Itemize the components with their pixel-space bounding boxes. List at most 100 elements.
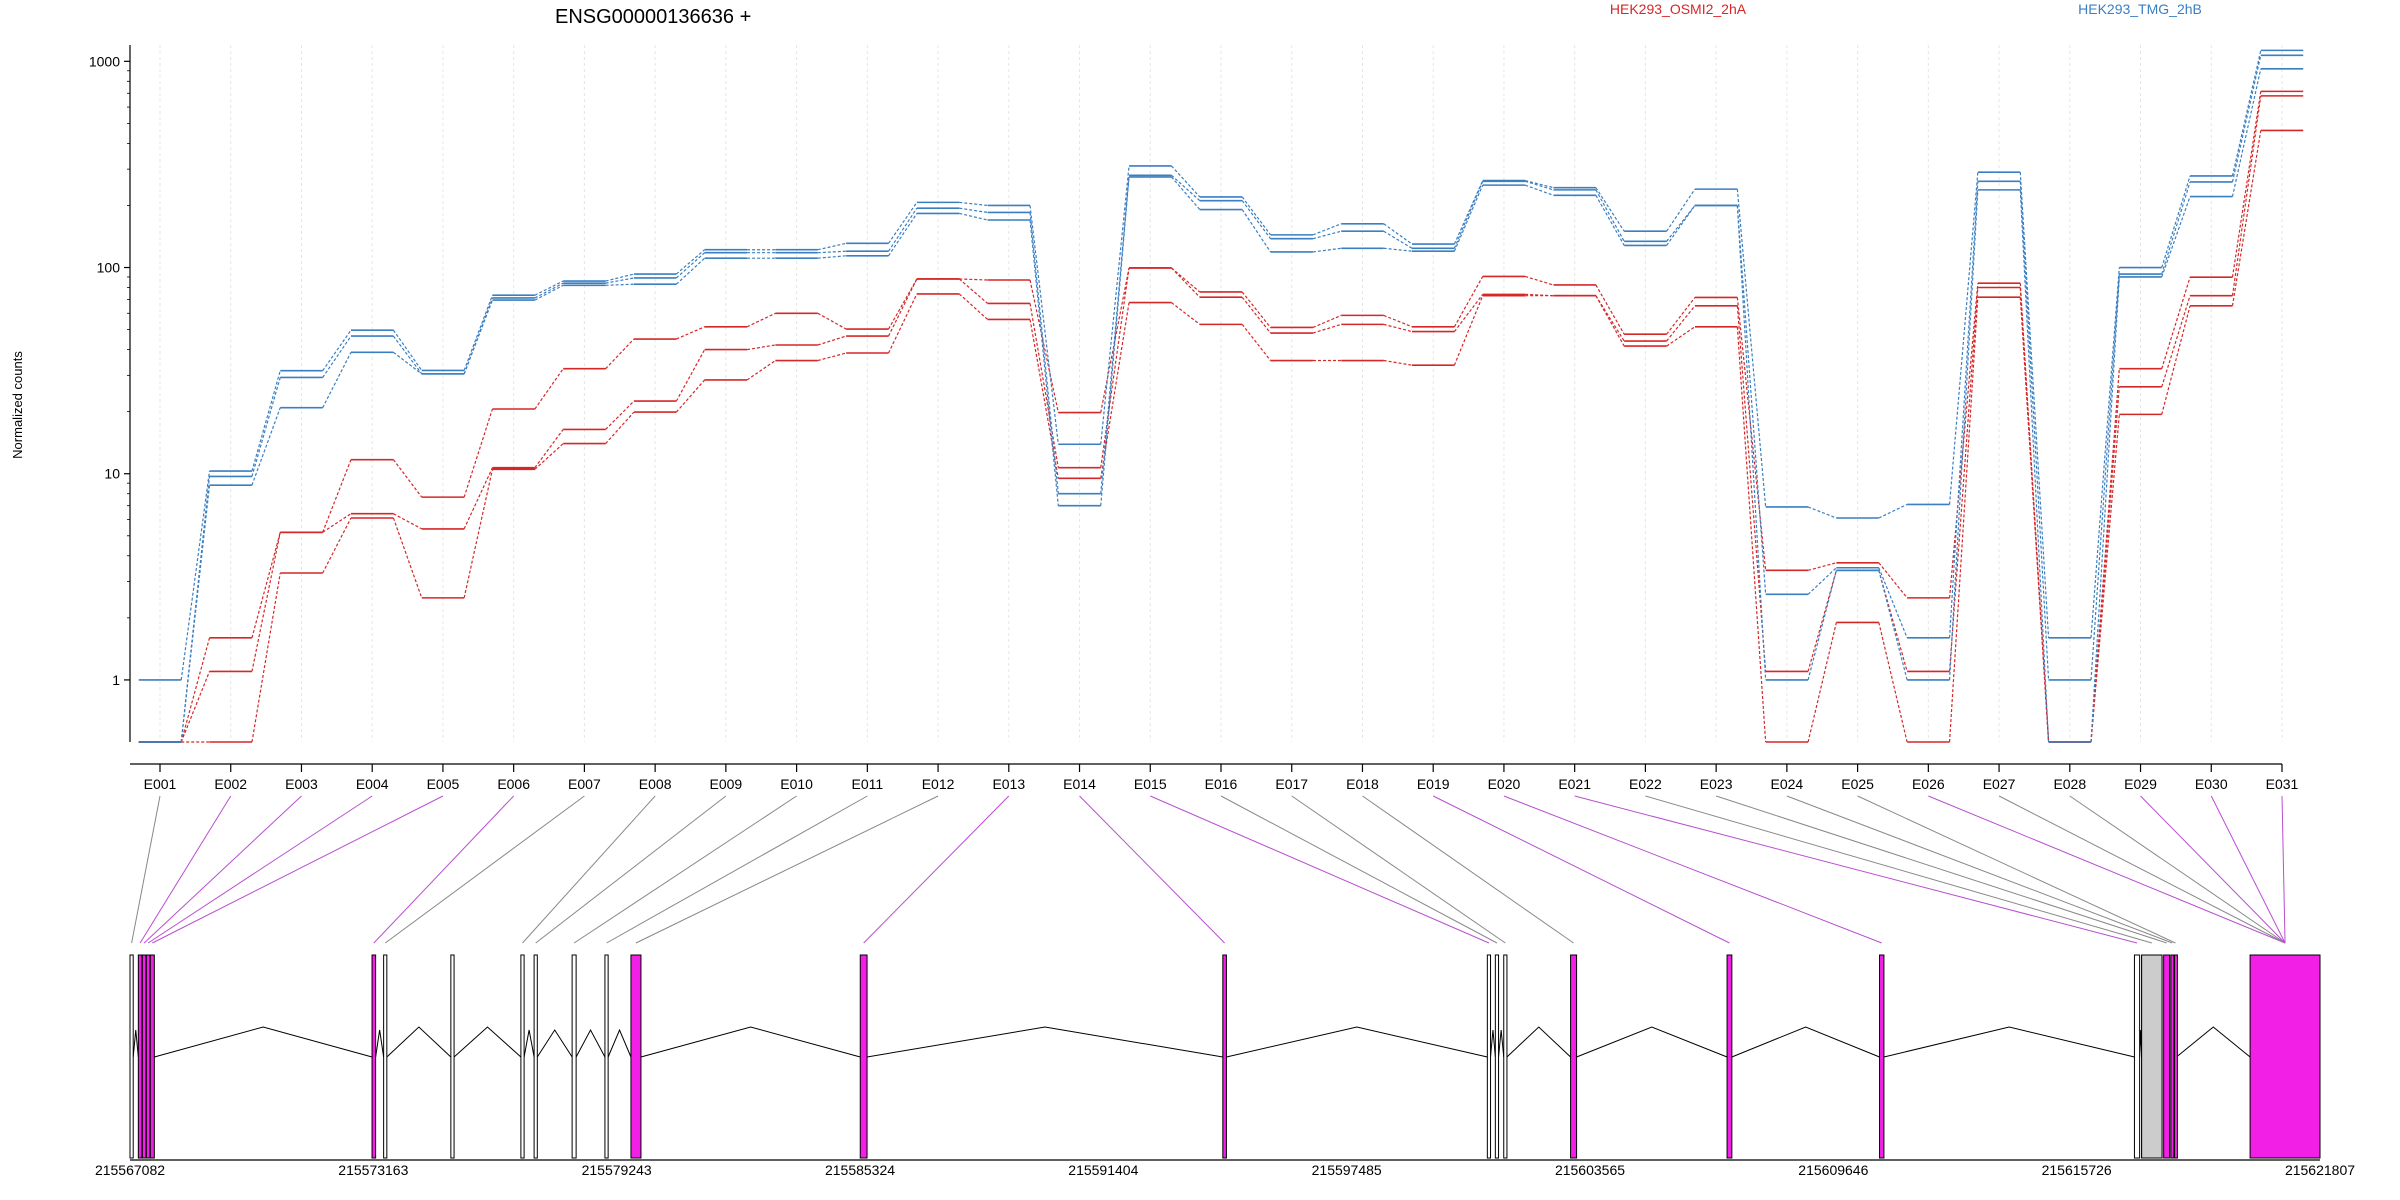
chart-title-group: ENSG00000136636 + <box>555 6 751 28</box>
series-connector <box>2019 172 2050 638</box>
series-connector <box>746 344 776 351</box>
series-connector <box>2231 55 2262 183</box>
series-connector <box>1383 223 1413 245</box>
series-connector <box>1948 189 1979 680</box>
exon-connectors <box>131 795 2286 944</box>
exon-block-18 <box>1503 954 1508 1159</box>
series-connector <box>746 312 776 328</box>
series-connector <box>251 407 281 486</box>
intron-line <box>1731 1026 1880 1058</box>
series-connector <box>1453 294 1484 332</box>
series-6 <box>138 67 2304 743</box>
exon-block-22 <box>2133 954 2141 1159</box>
connector-e017 <box>1291 795 1506 944</box>
series-connector <box>1666 188 1696 232</box>
series-connector <box>534 443 564 470</box>
series-connector <box>1100 165 1130 445</box>
series-connector <box>2019 297 2050 743</box>
series-connector <box>888 213 918 257</box>
series-connector <box>1312 314 1342 329</box>
connector-e028 <box>2069 795 2286 944</box>
connector-e027 <box>1998 795 2286 944</box>
x-tick-label-e017: E017 <box>1275 776 1308 792</box>
series-connector <box>534 284 564 301</box>
connector-e003 <box>143 795 302 944</box>
x-tick-label-e015: E015 <box>1134 776 1167 792</box>
series-connector <box>463 299 494 375</box>
exon-block-3 <box>141 954 147 1159</box>
x-tick-label-e009: E009 <box>710 776 743 792</box>
series-connector <box>675 349 706 402</box>
series-connector <box>1948 181 1979 638</box>
connector-e016 <box>1220 795 1498 944</box>
series-connector <box>1595 295 1625 342</box>
gene-model <box>129 954 2321 1159</box>
series-connector <box>888 278 918 337</box>
genome-tick-label: 215591404 <box>1068 1162 1138 1178</box>
connector-e031 <box>2281 795 2286 944</box>
intron-line <box>453 1026 522 1058</box>
series-connector <box>463 408 494 498</box>
series-connector <box>1029 205 1059 445</box>
x-tick-label-e005: E005 <box>427 776 460 792</box>
series-connector <box>605 411 635 444</box>
series-connector <box>322 517 352 574</box>
series-connector <box>1241 196 1271 236</box>
series-connector <box>392 335 423 375</box>
series-connector <box>605 338 635 370</box>
x-tick-label-e007: E007 <box>568 776 601 792</box>
series-connector <box>1171 267 1201 298</box>
series-connector <box>322 352 352 408</box>
connector-e021 <box>1574 795 2138 944</box>
series-connector <box>1595 189 1625 242</box>
x-tick-label-e002: E002 <box>214 776 247 792</box>
series-connector <box>959 212 988 221</box>
connector-e001 <box>131 795 161 944</box>
series-connector <box>1383 230 1413 249</box>
series-connector <box>1312 223 1342 236</box>
series-connector <box>1312 323 1342 334</box>
series-connector <box>1383 247 1413 252</box>
series-connector <box>605 273 635 282</box>
series-connector <box>2161 276 2191 369</box>
connector-e010 <box>573 795 797 944</box>
series-connector <box>1241 324 1271 361</box>
chart-title: ENSG00000136636 + <box>555 6 751 28</box>
series-connector <box>1948 297 1979 743</box>
series-connector <box>1029 303 1059 468</box>
series-connector <box>392 459 423 498</box>
series-connector <box>1312 230 1342 240</box>
series-connector <box>1948 287 1979 672</box>
series-connector <box>605 277 635 284</box>
series-connector <box>1241 291 1271 328</box>
series-connector <box>676 326 705 340</box>
series-connector <box>605 400 635 430</box>
x-tick-label-e004: E004 <box>356 776 389 792</box>
series-connector <box>958 278 988 304</box>
series-connector <box>322 335 352 378</box>
exon-block-27 <box>2249 954 2321 1159</box>
series-connector <box>675 257 706 285</box>
genome-tick-label: 215609646 <box>1798 1162 1868 1178</box>
series-connector <box>1525 293 1554 297</box>
series-connector <box>1100 267 1130 468</box>
x-tick-label-e006: E006 <box>497 776 530 792</box>
connector-e013 <box>863 795 1010 944</box>
series-3 <box>138 129 2304 743</box>
x-axis: E001 E002 E003 E004 E005 E006 E007 E008 E009 E010… <box>130 763 2299 792</box>
exon-block-8 <box>450 954 455 1159</box>
series-connector <box>463 467 493 530</box>
series-connector <box>675 252 706 279</box>
exon-block-2 <box>137 954 143 1159</box>
series-connector <box>817 255 847 259</box>
connector-e012 <box>635 795 939 944</box>
series-connector <box>251 370 281 472</box>
y-tick-label: 100 <box>97 260 121 276</box>
series-connector <box>1171 174 1201 202</box>
series-1 <box>138 90 2304 743</box>
series-connector <box>958 293 988 320</box>
x-tick-label-e031: E031 <box>2266 776 2299 792</box>
x-tick-label-e001: E001 <box>144 776 177 792</box>
x-tick-label-e030: E030 <box>2195 776 2228 792</box>
series-connector <box>463 469 494 599</box>
